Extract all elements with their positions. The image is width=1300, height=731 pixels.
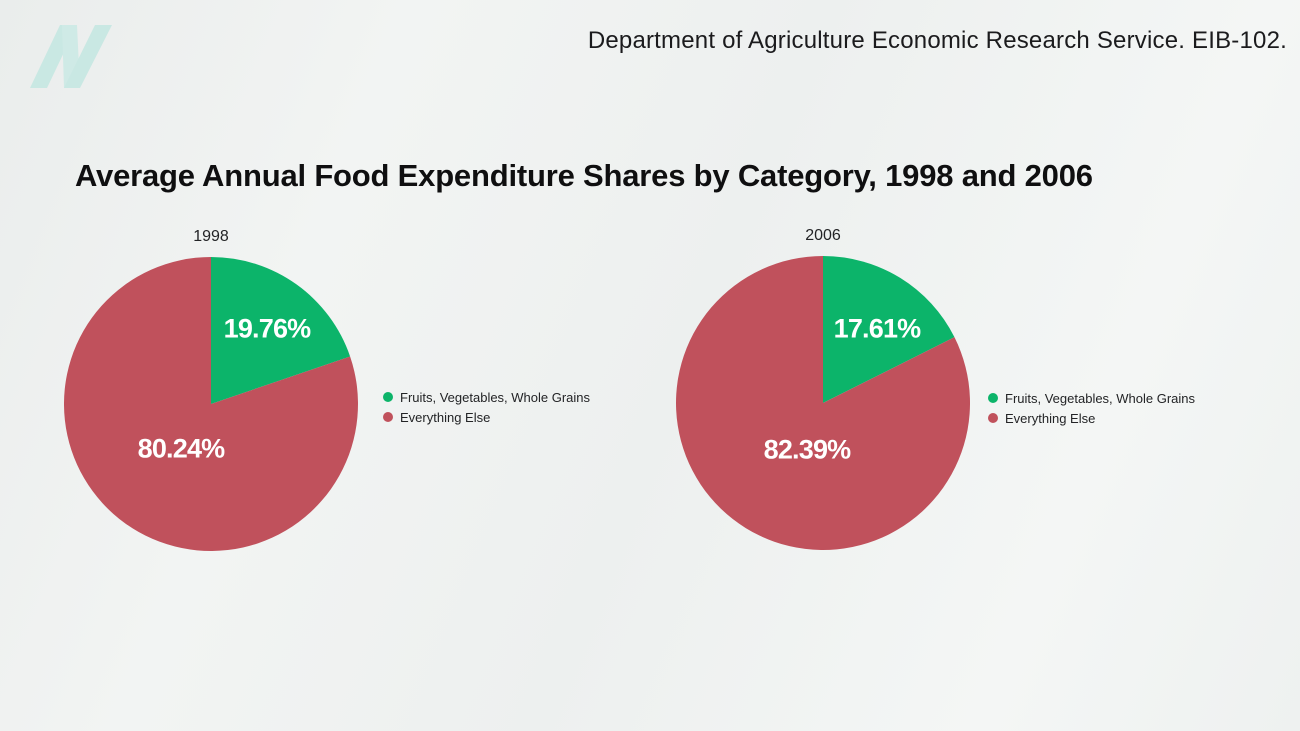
slide-title: Average Annual Food Expenditure Shares b… — [75, 158, 1093, 193]
legend-label: Everything Else — [1005, 410, 1096, 426]
legend-label: Everything Else — [400, 409, 491, 425]
legend-item: Everything Else — [383, 407, 590, 427]
pie-slice-fruits-vegetables-whole-grains — [211, 257, 351, 404]
slice-label-fruits-veg-2006: 17.61% — [833, 313, 922, 344]
legend-dot-green-icon — [383, 392, 393, 402]
pie-slice-everything-else — [676, 256, 970, 550]
legend-dot-green-icon — [988, 393, 998, 403]
pie-chart-1998: 1998 19.76% 80.24% — [64, 226, 358, 551]
pie-svg-2006 — [676, 256, 970, 550]
legend-label: Fruits, Vegetables, Whole Grains — [1005, 390, 1196, 406]
legend-item: Fruits, Vegetables, Whole Grains — [988, 388, 1195, 408]
legend-item: Fruits, Vegetables, Whole Grains — [383, 387, 590, 407]
legend-1998: Fruits, Vegetables, Whole Grains Everyth… — [383, 387, 590, 427]
pie-slice-fruits-vegetables-whole-grains — [823, 256, 955, 403]
nutritionfacts-n-logo — [30, 25, 112, 88]
legend-label: Fruits, Vegetables, Whole Grains — [400, 389, 591, 405]
pie-2006: 17.61% 82.39% — [676, 256, 970, 550]
slice-label-everything-else-2006: 82.39% — [763, 434, 852, 465]
chart-year-label: 1998 — [193, 228, 229, 245]
chart-year-label: 2006 — [805, 227, 841, 244]
legend-item: Everything Else — [988, 408, 1195, 428]
legend-2006: Fruits, Vegetables, Whole Grains Everyth… — [988, 388, 1195, 428]
pie-svg-1998 — [64, 257, 358, 551]
pie-chart-2006: 2006 17.61% 82.39% — [676, 225, 970, 550]
legend-dot-red-icon — [383, 412, 393, 422]
legend-dot-red-icon — [988, 413, 998, 423]
citation-text: Department of Agriculture Economic Resea… — [587, 27, 1287, 54]
pie-slice-everything-else — [64, 257, 358, 551]
slice-label-fruits-veg-1998: 19.76% — [223, 313, 312, 344]
slice-label-everything-else-1998: 80.24% — [137, 433, 226, 464]
pie-1998: 19.76% 80.24% — [64, 257, 358, 551]
